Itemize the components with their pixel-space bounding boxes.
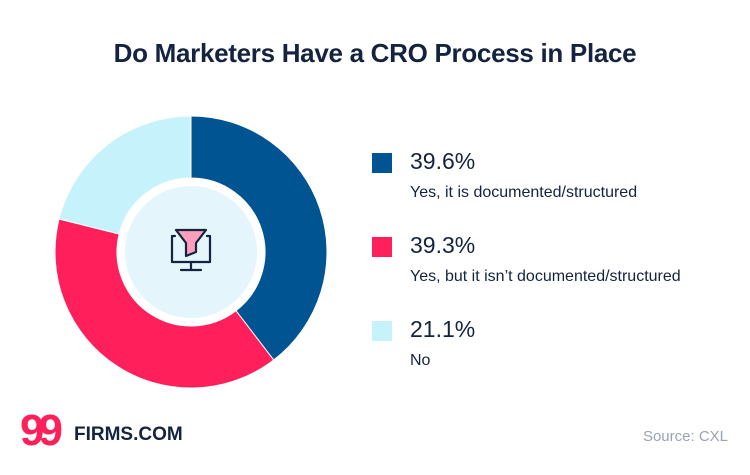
legend-value: 39.6% (410, 148, 476, 174)
monitor-funnel-icon (170, 228, 212, 272)
legend-value: 39.3% (410, 232, 476, 258)
legend-swatch (372, 153, 392, 173)
legend-label: Yes, but it isn’t documented/structured (410, 268, 681, 285)
legend-label: No (410, 352, 431, 369)
source-note: Source: CXL (642, 428, 728, 445)
legend-label: Yes, it is documented/structured (410, 184, 638, 201)
legend-value: 21.1% (410, 316, 476, 342)
brand-logo-mark: 99 (20, 406, 63, 455)
legend-swatch (372, 321, 392, 341)
chart-title: Do Marketers Have a CRO Process in Place (113, 38, 637, 68)
legend-swatch (372, 237, 392, 257)
brand-logo-name: FIRMS.COM (74, 424, 183, 445)
